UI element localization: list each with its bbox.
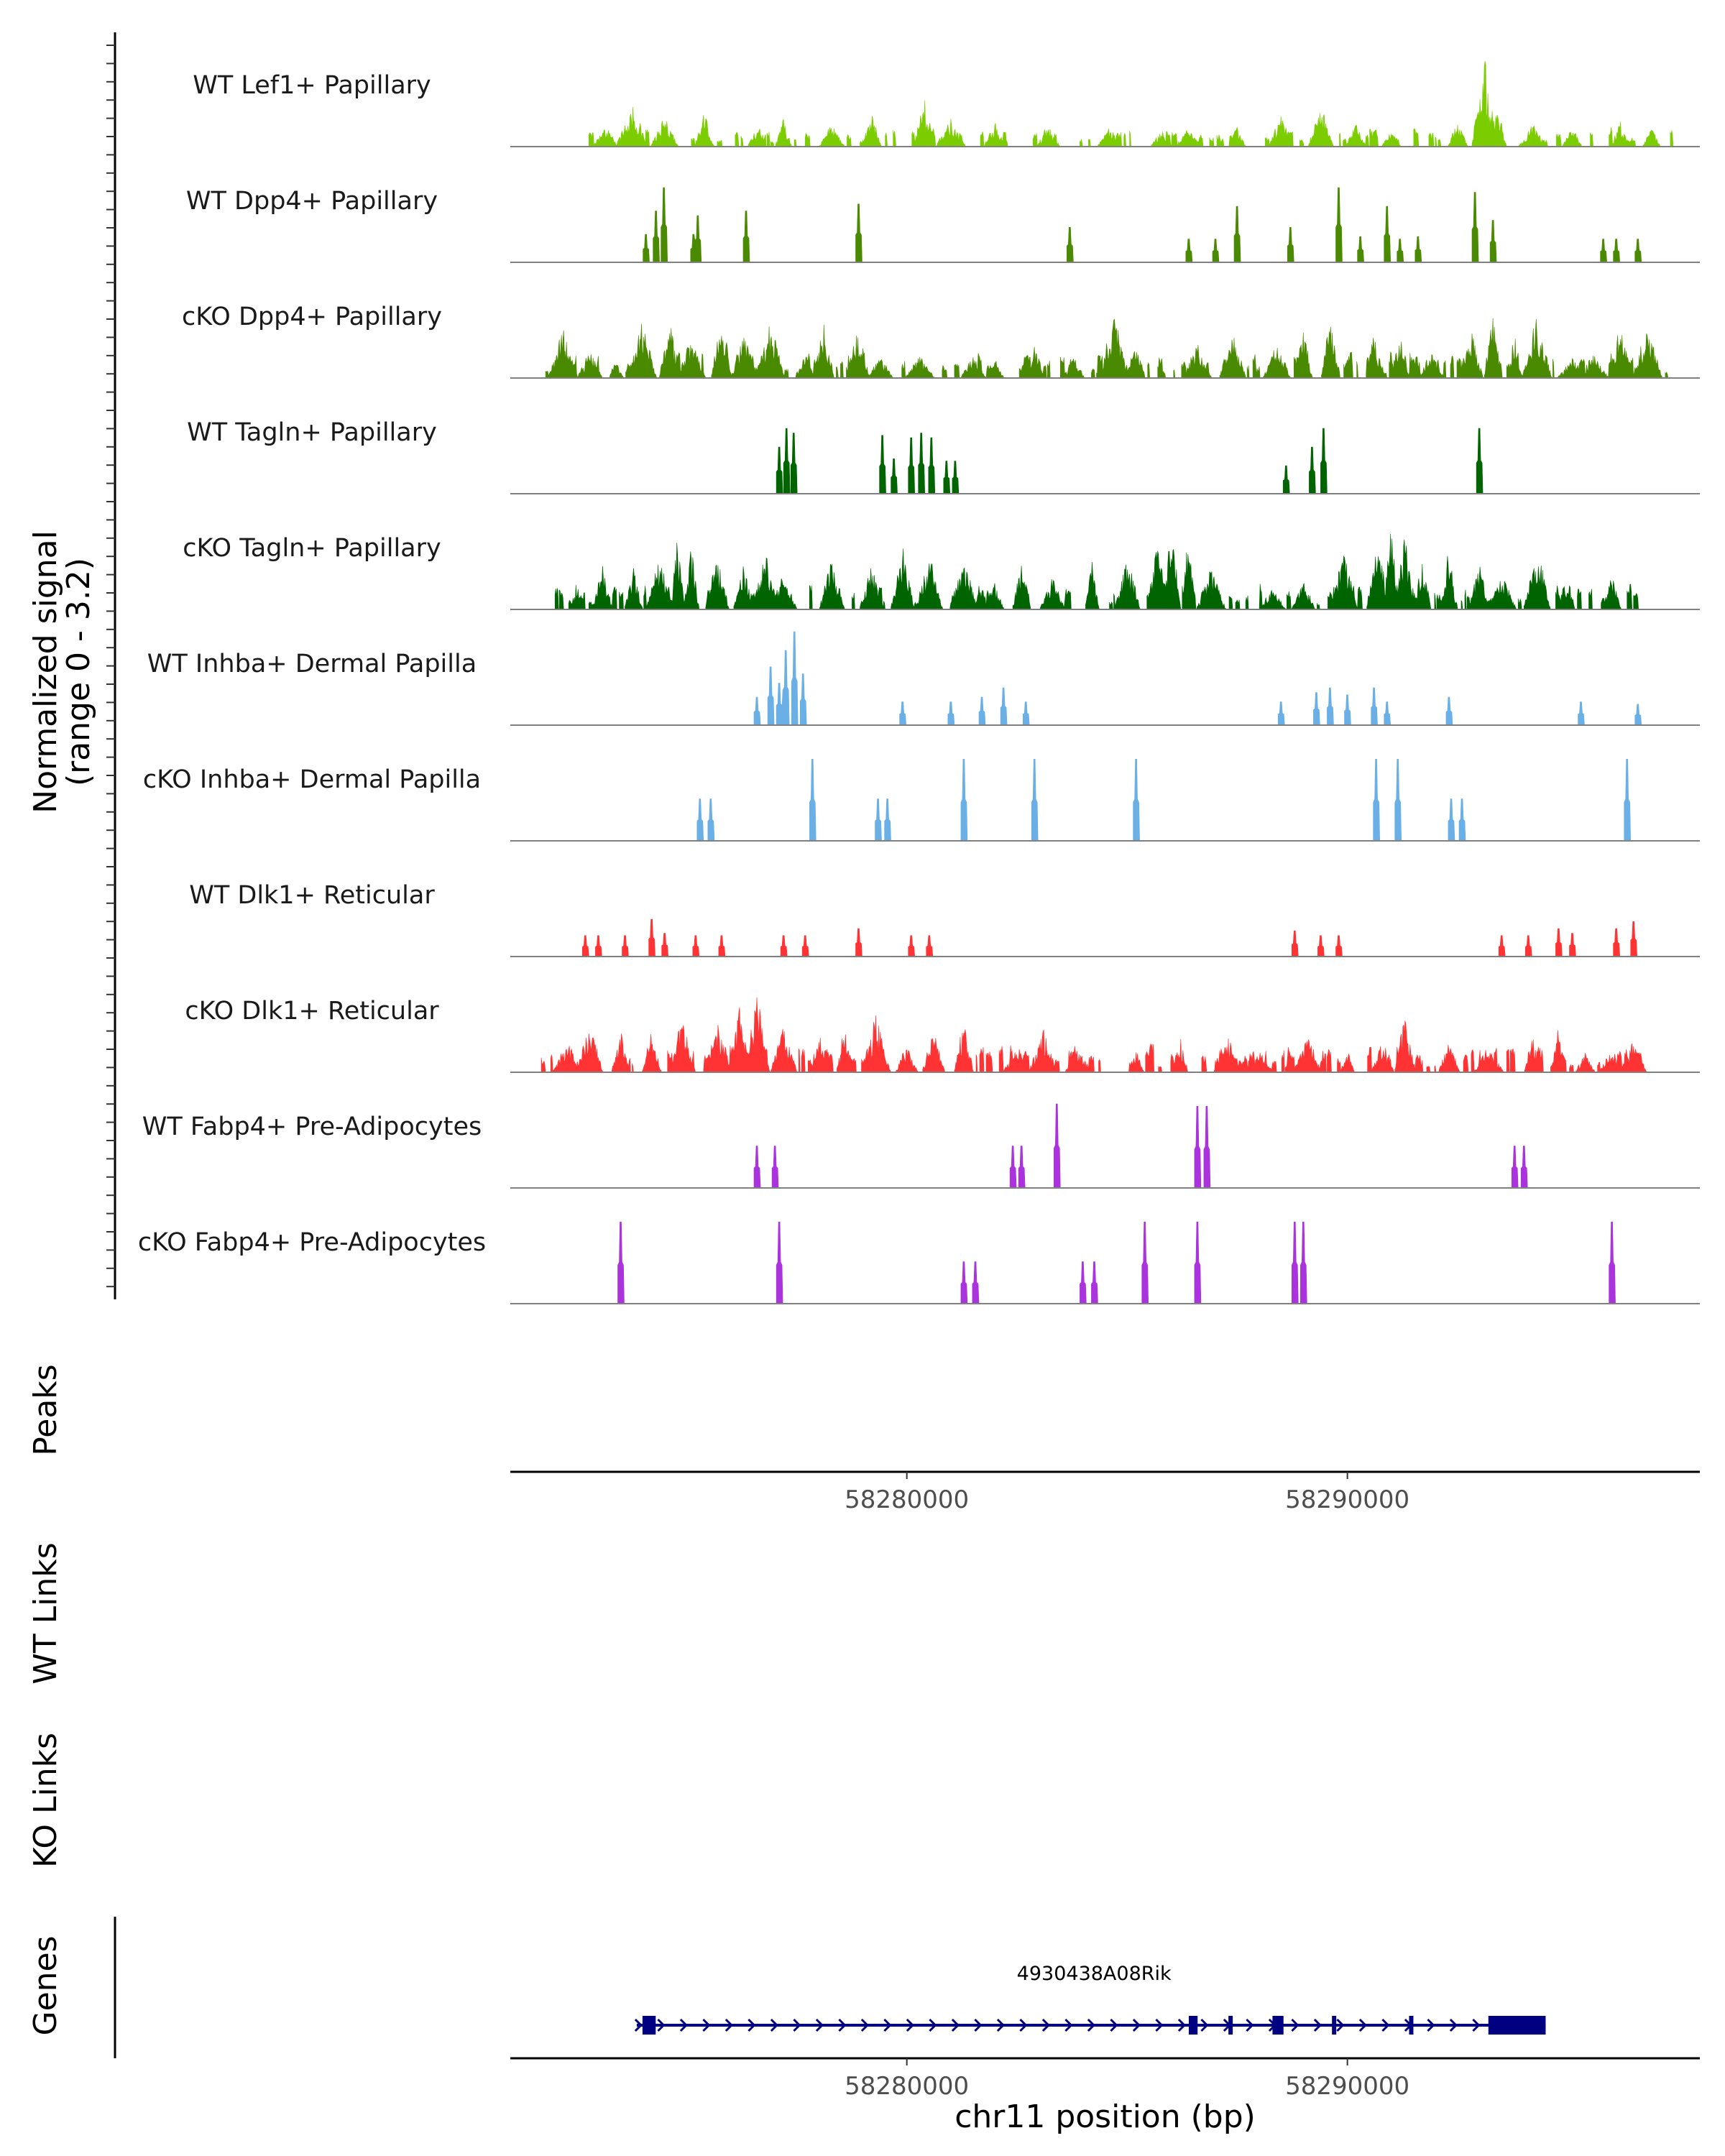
- strand-arrow: [748, 2018, 756, 2032]
- track-label: WT Dpp4+ Papillary: [186, 187, 438, 216]
- strand-arrow: [1132, 2018, 1141, 2032]
- coverage-area: [753, 1103, 1528, 1189]
- x-axis-title: chr11 position (bp): [954, 2099, 1256, 2135]
- coverage-area: [696, 759, 1632, 842]
- strand-arrow: [929, 2018, 937, 2032]
- strand-arrow: [974, 2018, 983, 2032]
- track-label: WT Inhba+ Dermal Papilla: [147, 650, 477, 678]
- coverage-area: [643, 187, 1642, 263]
- ko-links-track-label: KO Links: [27, 1733, 64, 1868]
- gene-track: 4930438A08Rik: [634, 1963, 1546, 2035]
- coverage-tracks: WT Lef1+ Papillary WT Dpp4+ Papillary cKO …: [138, 60, 1700, 1304]
- genes-track-label: Genes: [27, 1935, 64, 2035]
- strand-arrow: [838, 2018, 847, 2032]
- track-label: cKO Tagln+ Papillary: [183, 534, 441, 563]
- gene-exon: [1488, 2016, 1546, 2035]
- strand-arrow: [1087, 2018, 1096, 2032]
- genes-x-axis-tick-label: 58290000: [1285, 2072, 1409, 2101]
- track-10: WT Fabp4+ Pre-Adipocytes: [142, 1103, 1700, 1189]
- coverage-area: [554, 533, 1639, 610]
- coverage-area: [753, 631, 1642, 726]
- x-axes: 58280000 58290000 58280000 58290000 chr11 po…: [510, 1470, 1700, 2135]
- strand-arrow: [860, 2018, 870, 2032]
- track-label: cKO Dlk1+ Reticular: [185, 997, 439, 1026]
- strand-arrow: [1472, 2018, 1481, 2032]
- strand-arrow: [1449, 2018, 1458, 2032]
- track-3: cKO Dpp4+ Papillary: [182, 303, 1700, 379]
- track-5: cKO Tagln+ Papillary: [183, 533, 1700, 610]
- track-2: WT Dpp4+ Papillary: [186, 187, 1700, 263]
- track-4: WT Tagln+ Papillary: [187, 418, 1700, 494]
- coverage-area: [776, 428, 1484, 494]
- peaks-x-axis-tick-label: 58280000: [845, 1485, 969, 1514]
- coverage-area: [545, 318, 1669, 379]
- strand-arrow: [1177, 2018, 1187, 2032]
- side-track-labels: Peaks WT Links KO Links Genes: [27, 1364, 116, 2058]
- strand-arrow: [1427, 2018, 1435, 2032]
- strand-arrow: [1246, 2018, 1254, 2032]
- signal-axis-title: Normalized signal(range 0 - 3.2): [27, 530, 97, 814]
- track-label: cKO Inhba+ Dermal Papilla: [143, 765, 481, 794]
- track-label: cKO Dpp4+ Papillary: [182, 303, 442, 331]
- peaks-track-label: Peaks: [27, 1364, 64, 1455]
- coverage-area: [582, 918, 1638, 957]
- track-7: cKO Inhba+ Dermal Papilla: [143, 759, 1700, 842]
- strand-arrow: [815, 2018, 824, 2032]
- track-label: WT Fabp4+ Pre-Adipocytes: [142, 1112, 482, 1141]
- strand-arrow: [1381, 2018, 1390, 2032]
- gene-exon: [1332, 2016, 1337, 2035]
- strand-arrow: [770, 2018, 779, 2032]
- gene-exon: [1409, 2016, 1414, 2035]
- track-9: cKO Dlk1+ Reticular: [185, 997, 1700, 1073]
- strand-arrow: [1064, 2018, 1073, 2032]
- strand-arrow: [793, 2018, 801, 2032]
- strand-arrow: [657, 2018, 666, 2032]
- strand-arrow: [883, 2018, 892, 2032]
- coverage-area: [540, 997, 1648, 1073]
- gene-exon: [1188, 2016, 1198, 2035]
- wt-links-track-label: WT Links: [27, 1542, 64, 1684]
- peaks-x-axis-tick-label: 58290000: [1285, 1485, 1409, 1514]
- genes-x-axis-tick-label: 58280000: [845, 2072, 969, 2101]
- strand-arrow: [1200, 2018, 1209, 2032]
- strand-arrow: [1336, 2018, 1345, 2032]
- signal-axis-title-line2: (range 0 - 3.2): [60, 558, 97, 786]
- track-label: WT Dlk1+ Reticular: [189, 881, 435, 910]
- gene-exon: [642, 2016, 656, 2035]
- coverage-area: [589, 60, 1674, 147]
- strand-arrow: [1313, 2018, 1322, 2032]
- strand-arrow: [724, 2018, 734, 2032]
- strand-arrow: [951, 2018, 960, 2032]
- signal-axis: Normalized signal(range 0 - 3.2): [27, 32, 116, 1299]
- signal-axis-title-line1: Normalized signal: [27, 530, 64, 814]
- strand-arrow: [1019, 2018, 1028, 2032]
- coverage-area: [617, 1222, 1616, 1304]
- strand-arrow: [1291, 2018, 1300, 2032]
- strand-arrow: [996, 2018, 1006, 2032]
- track-11: cKO Fabp4+ Pre-Adipocytes: [138, 1222, 1700, 1304]
- strand-arrow: [1358, 2018, 1368, 2032]
- track-6: WT Inhba+ Dermal Papilla: [147, 631, 1700, 726]
- strand-arrow: [1041, 2018, 1051, 2032]
- gene-name: 4930438A08Rik: [1017, 1963, 1172, 1985]
- track-label: cKO Fabp4+ Pre-Adipocytes: [138, 1228, 486, 1257]
- track-1: WT Lef1+ Papillary: [193, 60, 1700, 147]
- strand-arrow: [1155, 2018, 1164, 2032]
- track-label: WT Lef1+ Papillary: [193, 71, 431, 100]
- gene-exon: [1272, 2016, 1284, 2035]
- track-label: WT Tagln+ Papillary: [187, 418, 437, 447]
- track-8: WT Dlk1+ Reticular: [189, 881, 1700, 957]
- strand-arrow: [906, 2018, 915, 2032]
- strand-arrow: [679, 2018, 689, 2032]
- strand-arrow: [1110, 2018, 1118, 2032]
- strand-arrow: [634, 2018, 643, 2032]
- strand-arrow: [702, 2018, 711, 2032]
- gene-exon: [1228, 2016, 1233, 2035]
